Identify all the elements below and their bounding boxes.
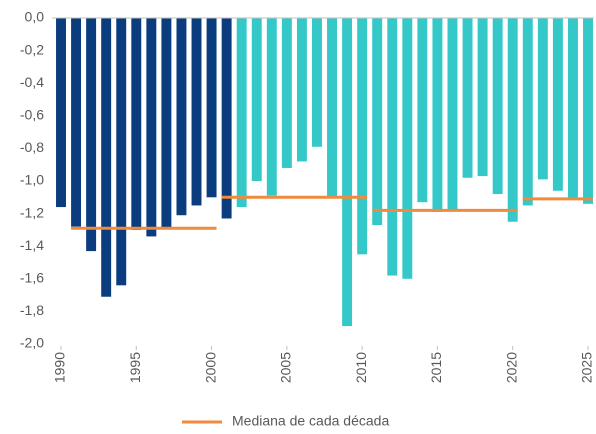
bar xyxy=(432,18,443,212)
bar xyxy=(387,18,398,276)
y-tick-label: -1,6 xyxy=(20,270,44,286)
x-tick-label: 2005 xyxy=(278,352,294,383)
y-tick-label: -1,8 xyxy=(20,302,44,318)
bar xyxy=(327,18,337,198)
bar xyxy=(86,18,97,252)
bar xyxy=(221,18,232,219)
bar xyxy=(312,18,322,147)
bar xyxy=(146,18,157,237)
bar xyxy=(342,18,353,327)
bar xyxy=(462,18,473,178)
bar xyxy=(583,18,593,204)
bar xyxy=(101,18,112,297)
y-tick-label: -2,0 xyxy=(20,335,44,351)
bar xyxy=(447,18,458,211)
legend-label: Mediana de cada década xyxy=(232,413,389,429)
bar xyxy=(116,18,127,286)
bar xyxy=(372,18,383,226)
bar xyxy=(402,18,413,279)
y-tick-label: 0,0 xyxy=(25,9,45,25)
bar xyxy=(161,18,172,229)
bar xyxy=(417,18,428,203)
bar xyxy=(206,18,217,198)
bar xyxy=(71,18,82,227)
bar xyxy=(567,18,578,199)
x-tick-label: 2000 xyxy=(202,352,218,383)
y-tick-label: -0,2 xyxy=(20,41,44,57)
bar xyxy=(56,18,66,208)
y-tick-label: -1,2 xyxy=(20,204,44,220)
bar xyxy=(477,18,488,177)
y-tick-label: -1,4 xyxy=(20,237,44,253)
x-tick-label: 2010 xyxy=(353,352,369,383)
bar xyxy=(236,18,247,208)
bar xyxy=(251,18,262,181)
y-tick-label: -0,6 xyxy=(20,107,44,123)
bar xyxy=(266,18,277,196)
bar xyxy=(522,18,533,206)
bar xyxy=(281,18,292,168)
y-tick-label: -1,0 xyxy=(20,172,44,188)
bar xyxy=(191,18,202,206)
bar xyxy=(507,18,518,222)
x-tick-label: 2015 xyxy=(428,352,444,383)
bar xyxy=(492,18,503,195)
x-tick-label: 1995 xyxy=(127,352,143,383)
x-tick-label: 2020 xyxy=(503,352,519,383)
x-tick-label: 1990 xyxy=(52,352,68,383)
y-tick-label: -0,4 xyxy=(20,74,44,90)
bar xyxy=(296,18,307,162)
bar xyxy=(552,18,563,191)
bar xyxy=(176,18,187,216)
x-tick-label: 2025 xyxy=(579,352,595,383)
bar xyxy=(537,18,548,180)
y-tick-label: -0,8 xyxy=(20,139,44,155)
bar xyxy=(131,18,142,230)
bar xyxy=(357,18,368,255)
